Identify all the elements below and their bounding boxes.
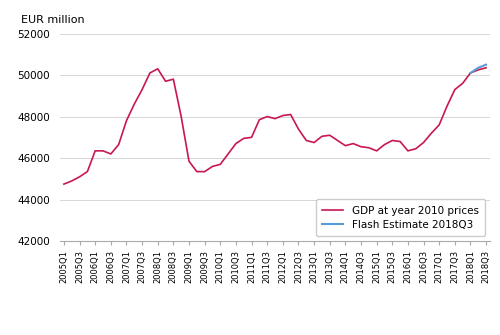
- GDP at year 2010 prices: [476, 68, 482, 72]
- GDP at year 2010 prices: [108, 152, 114, 156]
- GDP at year 2010 prices: [61, 182, 67, 186]
- GDP at year 2010 prices: [218, 162, 224, 166]
- Line: Flash Estimate 2018Q3: Flash Estimate 2018Q3: [470, 65, 486, 73]
- Flash Estimate 2018Q3: [476, 66, 482, 70]
- GDP at year 2010 prices: [139, 87, 145, 91]
- Flash Estimate 2018Q3: [468, 71, 473, 75]
- GDP at year 2010 prices: [436, 123, 442, 127]
- GDP at year 2010 prices: [483, 66, 489, 70]
- Line: GDP at year 2010 prices: GDP at year 2010 prices: [64, 68, 486, 184]
- Legend: GDP at year 2010 prices, Flash Estimate 2018Q3: GDP at year 2010 prices, Flash Estimate …: [316, 199, 485, 236]
- Flash Estimate 2018Q3: [483, 63, 489, 67]
- GDP at year 2010 prices: [162, 79, 168, 83]
- Text: EUR million: EUR million: [22, 15, 85, 25]
